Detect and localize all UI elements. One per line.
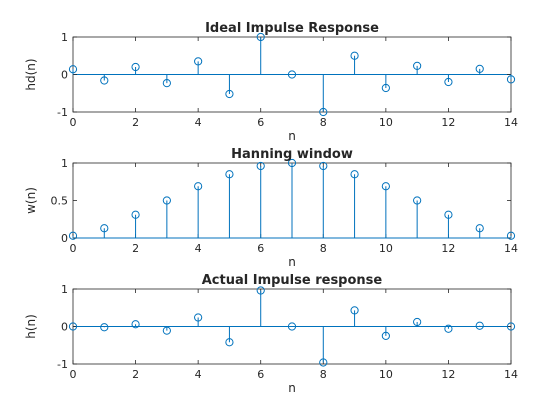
stem-marker bbox=[506, 231, 516, 240]
x-tick-label: 2 bbox=[132, 116, 139, 129]
x-tick-label: 4 bbox=[195, 368, 202, 381]
x-tick-label: 4 bbox=[195, 242, 202, 255]
stem-marker bbox=[444, 324, 453, 333]
y-tick-label: 1 bbox=[61, 31, 68, 44]
stem-marker bbox=[256, 161, 265, 171]
y-tick-label: -1 bbox=[57, 358, 68, 371]
x-tick-label: 4 bbox=[195, 116, 202, 129]
x-tick-label: 10 bbox=[379, 368, 393, 381]
stem-marker bbox=[194, 182, 203, 191]
x-tick-label: 8 bbox=[320, 242, 327, 255]
x-axis-label: n bbox=[288, 381, 296, 395]
x-tick-label: 14 bbox=[504, 242, 518, 255]
y-tick-label: 0 bbox=[61, 321, 68, 334]
x-tick-label: 10 bbox=[379, 242, 393, 255]
stem-marker bbox=[319, 107, 328, 117]
x-axis-label: n bbox=[288, 129, 296, 143]
stem-marker bbox=[381, 182, 390, 191]
stem-marker bbox=[194, 57, 203, 66]
x-tick-label: 6 bbox=[257, 116, 264, 129]
stem-marker bbox=[381, 83, 390, 93]
x-tick-label: 12 bbox=[441, 116, 455, 129]
chart-title: Hanning window bbox=[231, 147, 353, 162]
stem-marker bbox=[162, 196, 171, 205]
stem-marker bbox=[100, 76, 109, 85]
x-tick-label: 2 bbox=[132, 242, 139, 255]
x-tick-label: 8 bbox=[320, 116, 327, 129]
stem-marker bbox=[256, 32, 265, 42]
x-tick-label: 14 bbox=[504, 368, 518, 381]
y-axis-label: hd(n) bbox=[24, 58, 38, 90]
stem-marker bbox=[225, 89, 234, 99]
stem-marker bbox=[506, 322, 516, 331]
stem-marker bbox=[444, 210, 453, 219]
stem-marker bbox=[350, 306, 359, 315]
stem-marker bbox=[68, 231, 78, 240]
stem-marker bbox=[256, 286, 265, 295]
stem-marker bbox=[444, 77, 453, 87]
stem-marker bbox=[100, 323, 109, 332]
stem-marker bbox=[100, 224, 109, 233]
stem-marker bbox=[162, 326, 171, 335]
x-tick-label: 0 bbox=[70, 368, 77, 381]
stem-marker bbox=[475, 224, 484, 233]
stem-marker bbox=[475, 64, 484, 73]
y-tick-label: 0 bbox=[61, 232, 68, 245]
x-axis-label: n bbox=[288, 255, 296, 269]
x-tick-label: 0 bbox=[70, 242, 77, 255]
y-axis-label: h(n) bbox=[24, 314, 38, 339]
stem-marker bbox=[319, 358, 328, 367]
stem-marker bbox=[162, 79, 171, 88]
stem-marker bbox=[131, 62, 140, 72]
x-tick-label: 6 bbox=[257, 368, 264, 381]
stem-marker bbox=[68, 65, 78, 74]
y-tick-label: 0 bbox=[61, 69, 68, 82]
stem-marker bbox=[413, 317, 422, 327]
stem-marker bbox=[287, 322, 297, 331]
subplot-1: 0 2 4 6 8 10 12 14 0 0.5 1 Hanning window n w(n) bbox=[24, 147, 518, 269]
x-tick-label: 6 bbox=[257, 242, 264, 255]
stem-marker bbox=[225, 170, 234, 179]
x-tick-label: 8 bbox=[320, 368, 327, 381]
stem-marker bbox=[194, 313, 203, 322]
y-tick-label: 1 bbox=[61, 283, 68, 296]
y-tick-label: 1 bbox=[61, 157, 68, 170]
stem-marker bbox=[287, 158, 297, 168]
stem-marker bbox=[413, 61, 422, 70]
y-axis-label: w(n) bbox=[24, 187, 38, 214]
x-tick-label: 14 bbox=[504, 116, 518, 129]
y-tick-label: 0.5 bbox=[51, 195, 69, 208]
x-tick-label: 12 bbox=[441, 242, 455, 255]
x-tick-label: 2 bbox=[132, 368, 139, 381]
chart-title: Ideal Impulse Response bbox=[205, 21, 379, 36]
stem-marker bbox=[381, 331, 390, 340]
stem-marker bbox=[287, 70, 297, 79]
stem-marker bbox=[68, 322, 78, 331]
chart-title: Actual Impulse response bbox=[202, 273, 383, 288]
stem-marker bbox=[350, 51, 359, 60]
y-tick-label: -1 bbox=[57, 106, 68, 119]
stem-marker bbox=[350, 170, 359, 179]
x-tick-label: 0 bbox=[70, 116, 77, 129]
x-tick-label: 10 bbox=[379, 116, 393, 129]
stem-marker bbox=[131, 210, 140, 219]
x-tick-label: 12 bbox=[441, 368, 455, 381]
stem-marker bbox=[225, 338, 234, 347]
stem-marker bbox=[506, 75, 516, 84]
stem-marker bbox=[475, 321, 484, 330]
stem-marker bbox=[319, 161, 328, 171]
stem-marker bbox=[413, 196, 422, 205]
stem-marker bbox=[131, 320, 140, 329]
